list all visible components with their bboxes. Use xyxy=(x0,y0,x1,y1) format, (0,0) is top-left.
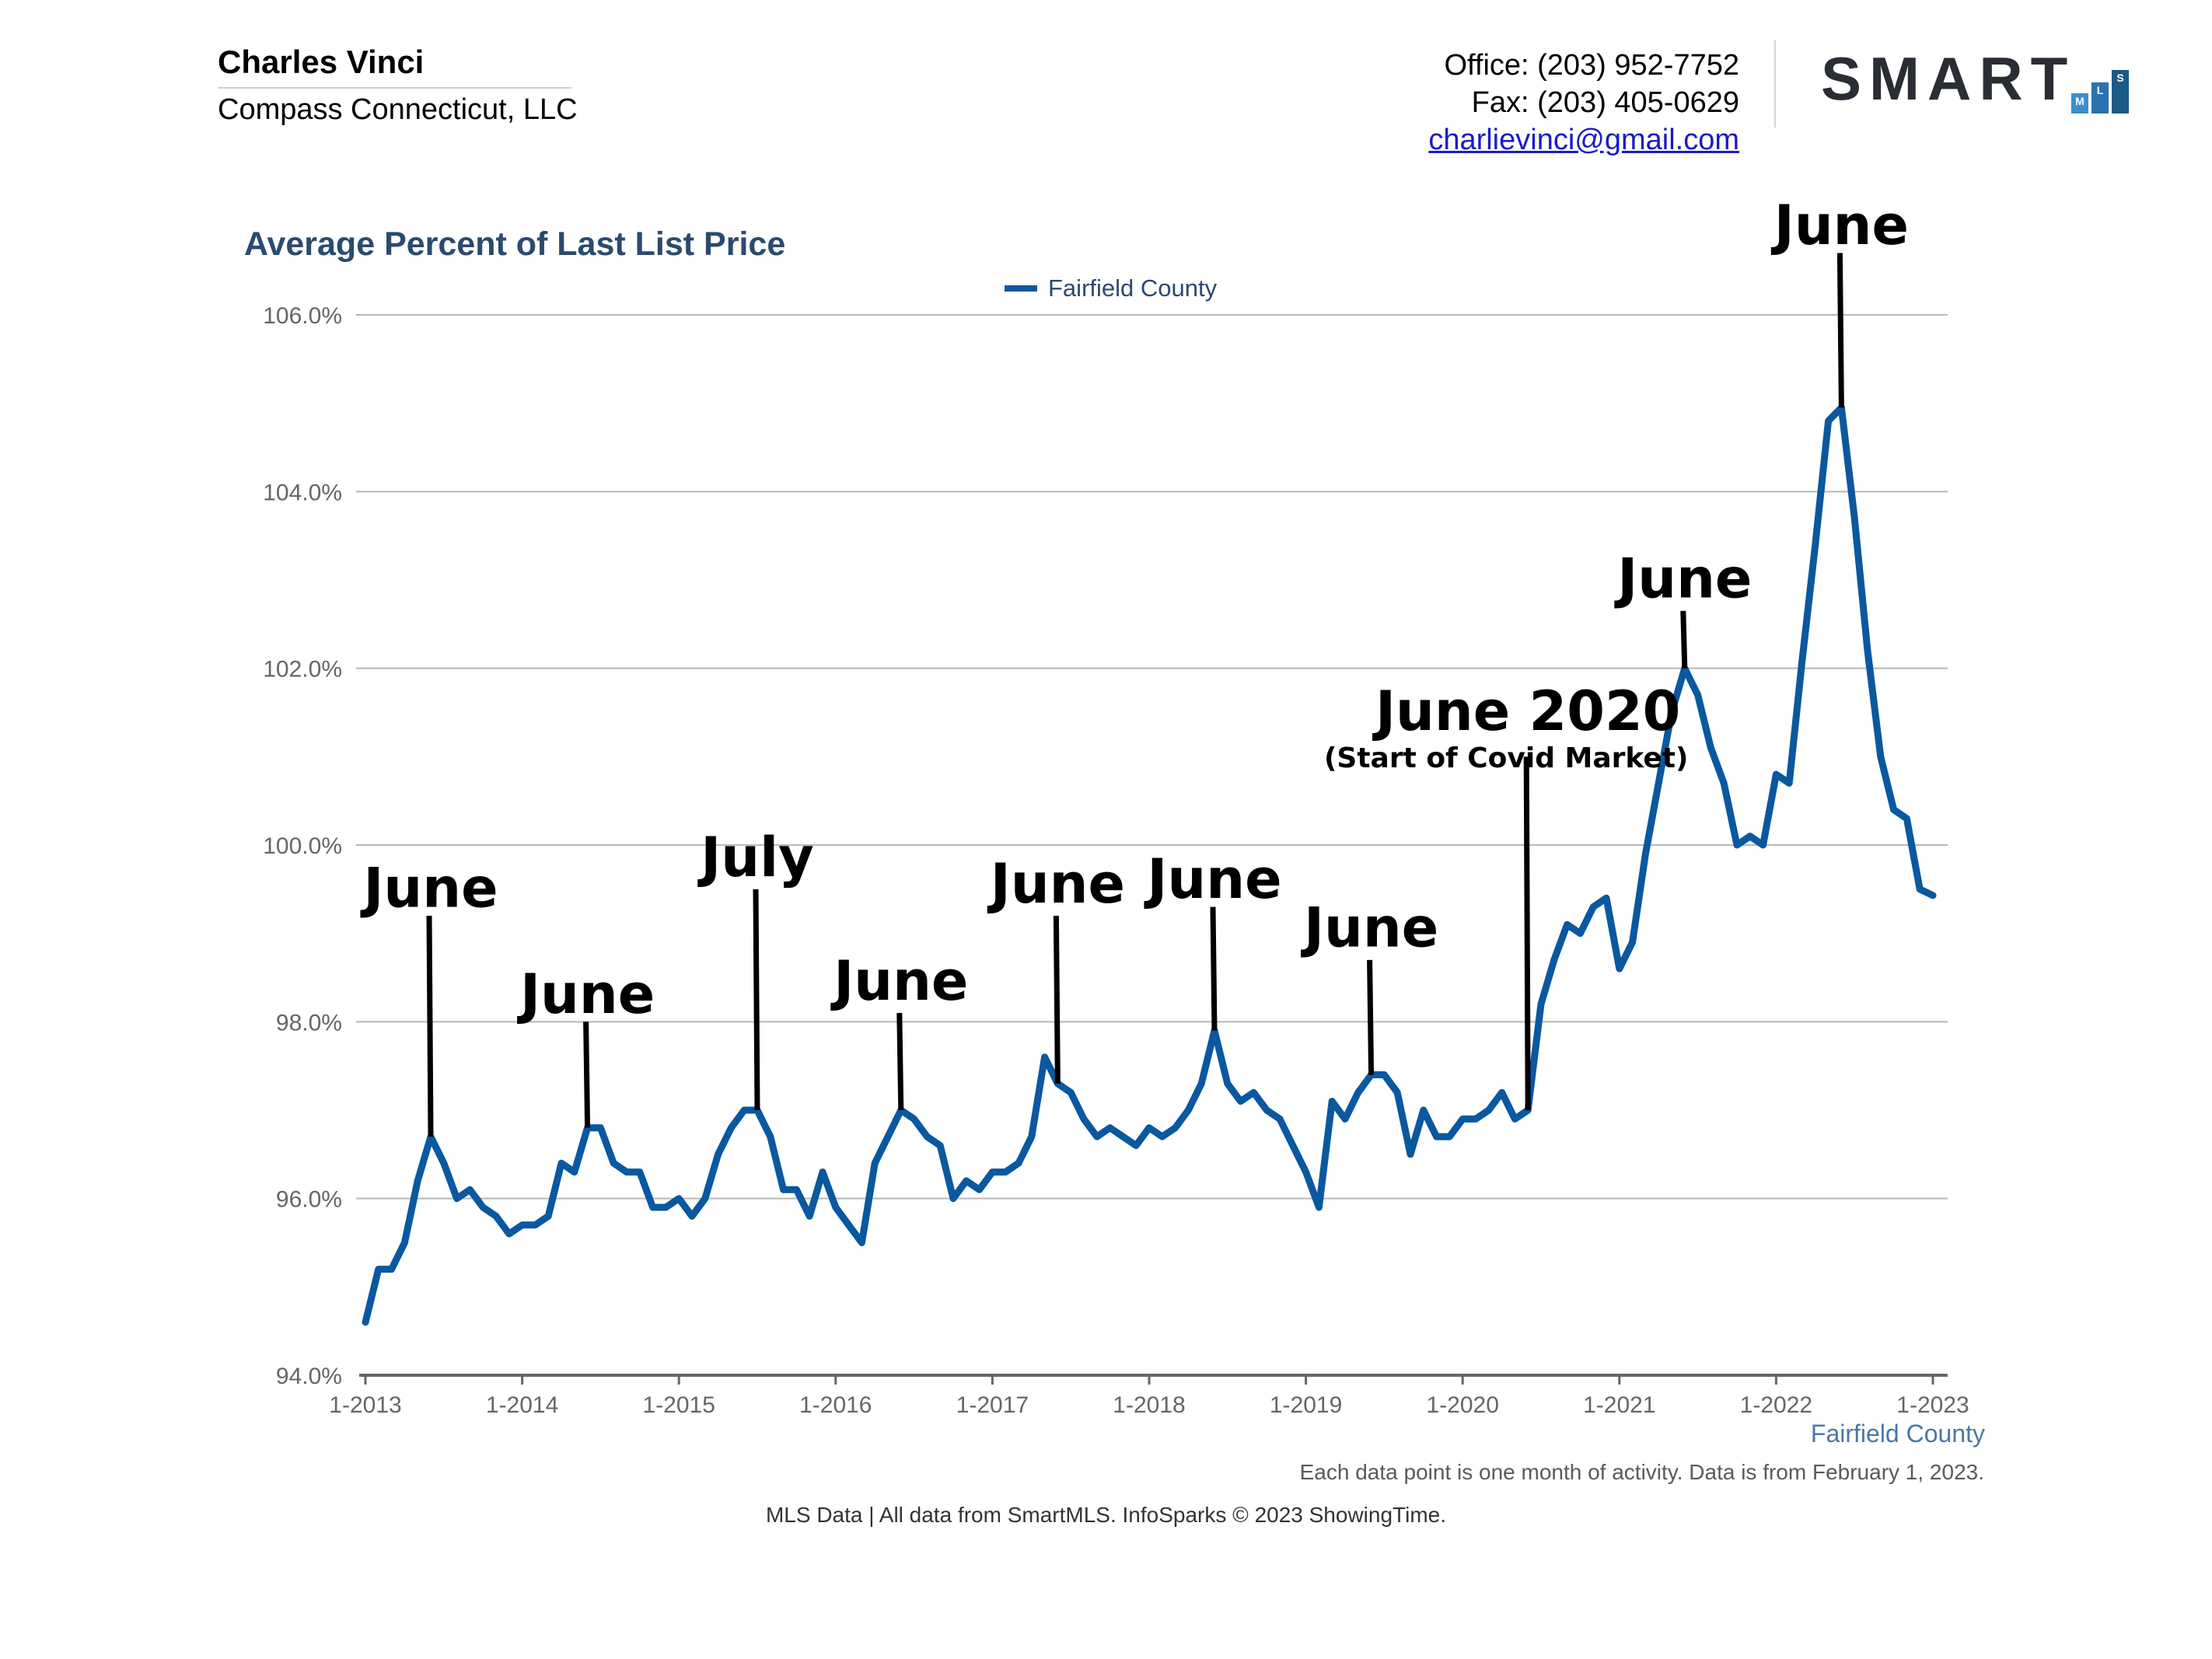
x-tick-label: 1-2013 xyxy=(329,1392,401,1418)
email-link[interactable]: charlievinci@gmail.com xyxy=(1428,124,1739,156)
chart-title: Average Percent of Last List Price xyxy=(244,225,786,263)
annotation-pointer xyxy=(1053,915,1061,1084)
x-tick-label: 1-2018 xyxy=(1113,1392,1185,1418)
header-divider xyxy=(1774,40,1776,127)
x-tick-label: 1-2019 xyxy=(1270,1392,1342,1418)
x-tick-label: 1-2014 xyxy=(486,1392,558,1418)
annotation-label: June xyxy=(1771,194,1909,257)
agent-name-rule xyxy=(218,87,571,89)
chart-footnote: Each data point is one month of activity… xyxy=(1299,1460,1984,1484)
agent-company: Compass Connecticut, LLC xyxy=(218,93,578,126)
y-tick-label: 104.0% xyxy=(263,480,342,505)
logo-bars-icon: M L S xyxy=(2071,59,2149,114)
x-tick-label: 1-2022 xyxy=(1740,1392,1812,1418)
office-phone: Office: (203) 952-7752 xyxy=(1444,49,1739,82)
annotation-label: June xyxy=(830,949,968,1013)
fax-number: Fax: (203) 405-0629 xyxy=(1471,86,1739,119)
x-tick-label: 1-2015 xyxy=(642,1392,715,1418)
annotation-sublabel: (Start of Covid Market) xyxy=(1324,742,1689,774)
y-tick-label: 100.0% xyxy=(263,833,342,859)
logo-bar-l: L xyxy=(2091,82,2109,114)
x-axis-label: Fairfield County xyxy=(1811,1420,1985,1448)
logo-bar-m: M xyxy=(2071,93,2088,114)
annotation-pointer xyxy=(1680,610,1688,669)
x-tick-label: 1-2016 xyxy=(799,1392,872,1418)
contact-block: Office: (203) 952-7752 Fax: (203) 405-06… xyxy=(1428,47,1739,159)
x-tick-label: 1-2020 xyxy=(1426,1392,1498,1418)
annotation-pointer xyxy=(426,915,434,1137)
y-tick-label: 102.0% xyxy=(263,657,342,683)
annotation-label: June xyxy=(1144,847,1281,911)
legend-label: Fairfield County xyxy=(1048,274,1218,302)
annotation-label: June xyxy=(987,852,1125,916)
annotation-pointer xyxy=(583,1022,591,1128)
logo-bar-s: S xyxy=(2112,70,2129,114)
annotation-pointer xyxy=(753,889,760,1111)
series-line-fairfield-county xyxy=(362,403,1937,1326)
annotation-label: July xyxy=(697,826,814,889)
data-source: MLS Data | All data from SmartMLS. InfoS… xyxy=(765,1503,1446,1527)
annotation-pointer xyxy=(1210,906,1218,1031)
x-tick-label: 1-2017 xyxy=(956,1392,1029,1418)
y-tick-label: 96.0% xyxy=(276,1187,342,1213)
y-tick-label: 98.0% xyxy=(276,1010,342,1036)
annotation-label: June xyxy=(1614,547,1752,611)
annotation-label: June xyxy=(360,857,498,920)
annotation-pointer xyxy=(896,1012,904,1111)
x-tick-label: 1-2021 xyxy=(1583,1392,1655,1418)
x-tick-label: 1-2023 xyxy=(1896,1392,1969,1418)
annotation-label: June 2020 xyxy=(1372,679,1680,743)
annotation-label: June xyxy=(1301,896,1438,960)
annotation-pointer xyxy=(1367,959,1375,1075)
agent-name: Charles Vinci xyxy=(218,44,425,80)
annotation-pointer xyxy=(1836,253,1844,408)
logo-text: SMART xyxy=(1821,44,2076,113)
smartmls-logo: SMART M L S xyxy=(1821,44,2129,114)
annotation-label: June xyxy=(517,962,655,1026)
y-tick-label: 94.0% xyxy=(276,1364,342,1389)
y-tick-label: 106.0% xyxy=(263,303,342,329)
annotation-pointer xyxy=(1523,756,1531,1111)
